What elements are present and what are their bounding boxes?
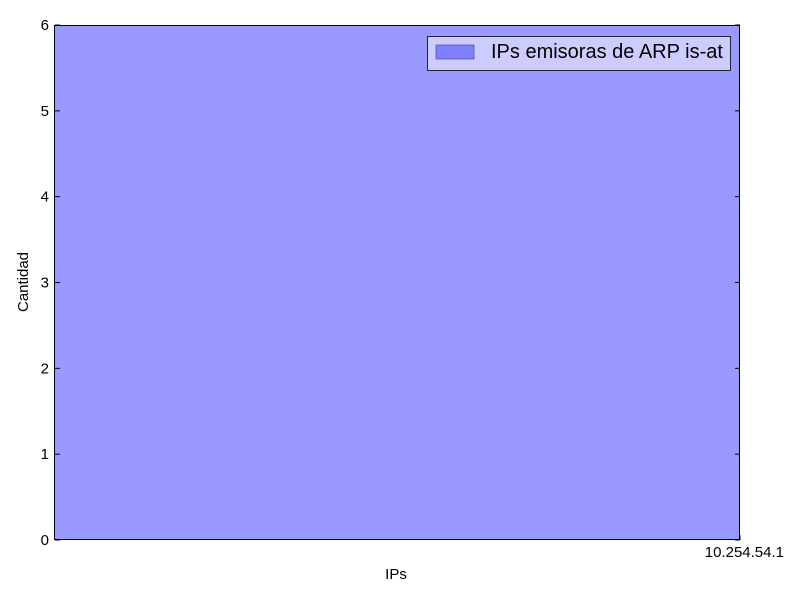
y-tick-label: 6 [41, 17, 49, 34]
y-tick-label: 2 [41, 360, 49, 377]
y-tick-label: 5 [41, 103, 49, 120]
y-tick-label: 1 [41, 446, 49, 463]
legend-label-series-1: IPs emisoras de ARP is-at [491, 41, 723, 63]
legend-patch-series-1 [435, 44, 475, 60]
bars-layer [55, 25, 740, 540]
legend: IPs emisoras de ARP is-at [427, 36, 731, 71]
y-tick-label: 0 [41, 532, 49, 549]
y-tick-label: 3 [41, 275, 49, 292]
x-axis-ticks: 10.254.54.1 [705, 535, 784, 561]
x-tick-label: 10.254.54.1 [705, 544, 784, 561]
y-axis-ticks: 0 1 2 3 4 5 6 [41, 17, 740, 549]
y-axis-label: Cantidad [15, 252, 32, 312]
legend-box [427, 36, 731, 71]
x-axis-label: IPs [385, 566, 407, 583]
y-tick-label: 4 [41, 189, 49, 206]
bar-1-series-1 [55, 25, 740, 540]
